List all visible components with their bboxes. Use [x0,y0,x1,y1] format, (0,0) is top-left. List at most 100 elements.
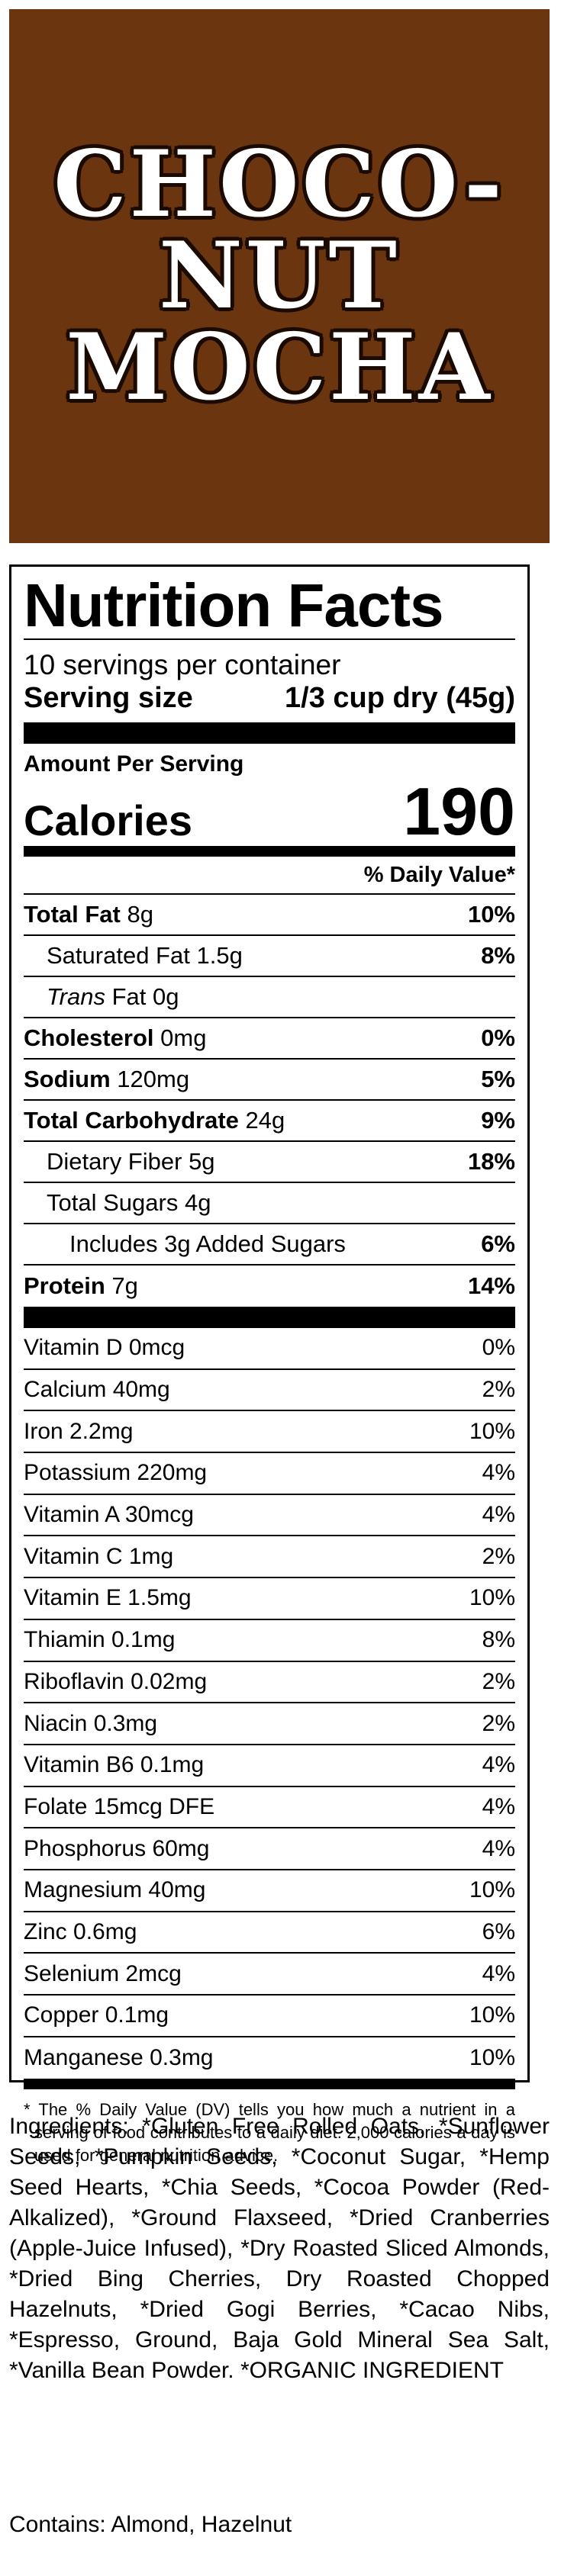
nutrient-dv: 18% [467,1148,515,1175]
vitamin-dv: 6% [482,1918,515,1944]
nutrient-dv: 14% [467,1272,515,1299]
vitamin-dv: 10% [469,1585,515,1611]
nutrient-dv: 8% [481,942,515,969]
vitamin-label: Iron 2.2mg [24,1418,134,1444]
vitamin-dv: 2% [482,1710,515,1736]
vitamin-label: Niacin 0.3mg [24,1710,158,1736]
vitamin-row: Vitamin A 30mcg 4% [24,1495,515,1537]
vitamin-label: Magnesium 40mg [24,1877,206,1903]
vitamin-row: Riboflavin 0.02mg 2% [24,1662,515,1704]
nutrient-dv: 0% [481,1024,515,1051]
nutrition-facts-panel: Nutrition Facts 10 servings per containe… [9,564,530,2165]
vitamin-dv: 2% [482,1668,515,1694]
vitamin-dv: 8% [482,1627,515,1653]
medium-divider [24,2079,515,2090]
vitamin-row: Iron 2.2mg 10% [24,1411,515,1454]
vitamin-label: Vitamin C 1mg [24,1543,174,1569]
nutrient-name: Protein [24,1272,105,1299]
panel-title: Nutrition Facts [24,571,443,639]
vitamin-dv: 2% [482,1543,515,1569]
vitamin-row: Niacin 0.3mg 2% [24,1703,515,1745]
serving-size-label: Serving size [24,682,193,714]
nutrient-amount: Fat 0g [111,983,179,1010]
serving-size-row: Serving size 1/3 cup dry (45g) [24,681,515,715]
vitamin-label: Vitamin B6 0.1mg [24,1752,205,1778]
ingredients-text: Ingredients: *Gluten Free Rolled Oats, *… [9,2114,550,2383]
thick-divider [24,722,515,744]
product-banner: CHOCO- NUT MOCHA [9,9,550,543]
nutrient-amount: 8g [127,901,153,928]
nutrient-row-cholesterol: Cholesterol 0mg 0% [24,1018,515,1060]
vitamin-row: Vitamin C 1mg 2% [24,1536,515,1579]
allergen-statement: Contains: Almond, Hazelnut [9,2512,292,2537]
vitamin-row: Vitamin E 1.5mg 10% [24,1578,515,1620]
nutrient-dv: 6% [481,1230,515,1257]
vitamin-row: Selenium 2mcg 4% [24,1954,515,1996]
nutrient-name: Total Fat [24,901,121,928]
vitamin-dv: 10% [469,1877,515,1903]
vitamin-label: Selenium 2mcg [24,1960,182,1986]
calories-row: Calories 190 [24,777,515,846]
vitamin-dv: 4% [482,1752,515,1778]
nutrient-amount: 5g [189,1148,215,1175]
nutrient-name: Sodium [24,1066,111,1092]
vitamin-dv: 10% [469,1418,515,1444]
vitamin-label: Phosphorus 60mg [24,1835,210,1861]
vitamin-dv: 0% [482,1335,515,1361]
amount-per-serving: Amount Per Serving [24,751,244,777]
nutrient-dv: 5% [481,1066,515,1092]
vitamin-label: Copper 0.1mg [24,2002,169,2028]
vitamin-dv: 10% [469,2002,515,2028]
nutrient-amount: 1.5g [196,942,243,969]
servings-per-container: 10 servings per container [24,649,341,680]
nutrient-name: Total Sugars [47,1189,179,1216]
nutrient-dv: 10% [467,901,515,928]
nutrient-row-protein: Protein 7g 14% [24,1265,515,1307]
product-title: CHOCO- NUT MOCHA [53,130,505,421]
vitamin-row: Copper 0.1mg 10% [24,1996,515,2037]
vitamin-row: Magnesium 40mg 10% [24,1870,515,1912]
vitamin-row: Manganese 0.3mg 10% [24,2037,515,2079]
vitamin-label: Vitamin D 0mcg [24,1335,185,1361]
vitamin-label: Potassium 220mg [24,1460,208,1486]
vitamin-label: Zinc 0.6mg [24,1918,137,1944]
vitamin-dv: 2% [482,1377,515,1403]
divider [24,638,515,640]
nutrient-name: Saturated Fat [47,942,190,969]
medium-divider [24,846,515,857]
nutrient-row-trans-fat: Trans Fat 0g [24,977,515,1018]
calories-label: Calories [24,796,192,844]
vitamin-label: Vitamin A 30mcg [24,1502,194,1528]
nutrient-name: Trans [47,983,105,1010]
nutrient-dv: 9% [481,1107,515,1134]
calories-value: 190 [403,773,515,849]
nutrient-row-sodium: Sodium 120mg 5% [24,1060,515,1101]
nutrient-row-dietary-fiber: Dietary Fiber 5g 18% [24,1142,515,1183]
vitamin-row: Vitamin B6 0.1mg 4% [24,1745,515,1787]
vitamin-row: Calcium 40mg 2% [24,1370,515,1412]
vitamin-label: Vitamin E 1.5mg [24,1585,192,1611]
vitamin-dv: 4% [482,1835,515,1861]
vitamin-label: Riboflavin 0.02mg [24,1668,208,1694]
nutrient-name: Includes 3g Added Sugars [69,1230,346,1257]
vitamin-dv: 10% [469,2045,515,2071]
vitamin-row: Phosphorus 60mg 4% [24,1828,515,1870]
nutrient-row-total-carbohydrate: Total Carbohydrate 24g 9% [24,1101,515,1142]
nutrient-amount: 120mg [117,1066,190,1092]
vitamin-row: Folate 15mcg DFE 4% [24,1787,515,1829]
nutrient-row-added-sugars: Includes 3g Added Sugars 6% [24,1224,515,1265]
vitamin-label: Folate 15mcg DFE [24,1793,215,1819]
vitamin-dv: 4% [482,1460,515,1486]
nutrient-name: Dietary Fiber [47,1148,182,1175]
vitamin-label: Thiamin 0.1mg [24,1627,176,1653]
nutrient-amount: 4g [184,1189,211,1216]
vitamin-label: Manganese 0.3mg [24,2045,214,2071]
vitamin-dv: 4% [482,1502,515,1528]
nutrient-row-total-sugars: Total Sugars 4g [24,1183,515,1224]
nutrient-row-total-fat: Total Fat 8g 10% [24,895,515,936]
vitamin-row: Zinc 0.6mg 6% [24,1912,515,1954]
vitamin-dv: 4% [482,1793,515,1819]
vitamin-row: Vitamin D 0mcg 0% [24,1328,515,1370]
nutrient-amount: 0mg [160,1024,207,1051]
daily-value-header: % Daily Value* [24,857,515,895]
